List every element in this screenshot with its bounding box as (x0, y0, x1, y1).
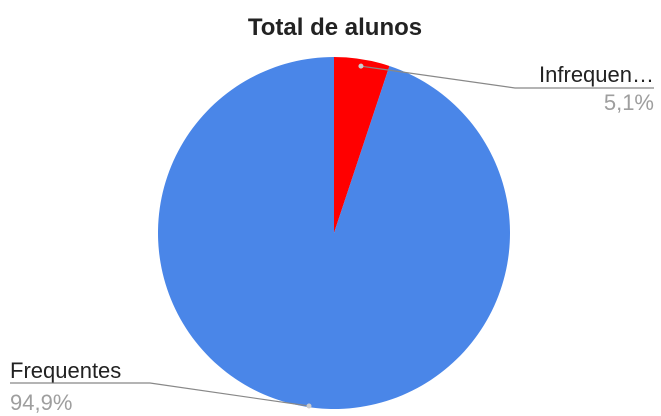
leader-line-frequentes (10, 382, 310, 407)
pie-slices (157, 57, 511, 409)
leader-dot-frequentes (306, 403, 312, 409)
label-frequentes-percent: 94,9% (10, 390, 72, 415)
pie-slice-infrequen (334, 57, 390, 233)
chart-title: Total de alunos (248, 14, 422, 41)
label-infrequentes-name: Infrequen… (539, 62, 654, 87)
leader-line-infrequentes (360, 65, 654, 89)
pie-slice-frequentes (157, 57, 511, 409)
label-infrequentes-percent: 5,1% (604, 90, 654, 115)
label-frequentes-name: Frequentes (10, 358, 121, 383)
leader-dot-infrequentes (358, 63, 364, 69)
slice-labels: Infrequen… 5,1% Frequentes 94,9% (10, 62, 654, 415)
